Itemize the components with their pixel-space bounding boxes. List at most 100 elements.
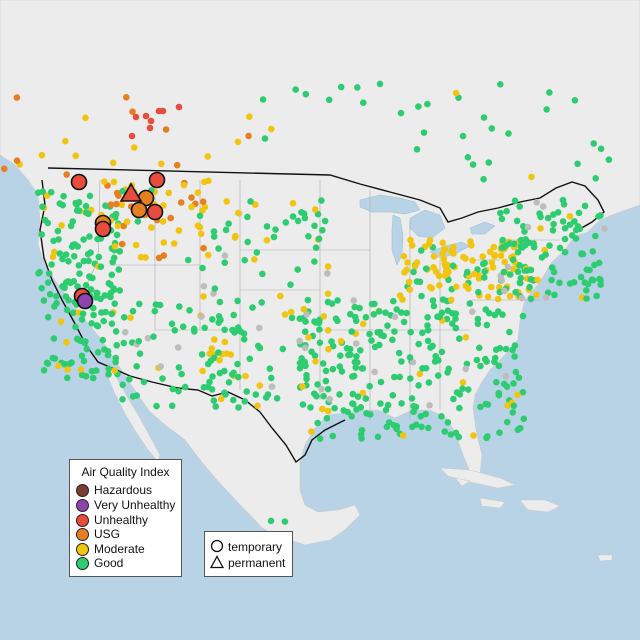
monitor-marker — [82, 114, 89, 122]
monitor-marker — [247, 198, 254, 205]
monitor-marker — [512, 288, 519, 296]
monitor-marker — [316, 435, 324, 443]
legend-label: temporary — [228, 540, 283, 554]
monitor-marker — [38, 151, 46, 159]
monitor-marker — [390, 297, 397, 305]
monitor-marker — [409, 358, 417, 366]
monitor-marker — [105, 371, 112, 378]
monitor-marker — [259, 96, 267, 103]
monitor-marker — [199, 207, 206, 214]
monitor-marker — [296, 364, 304, 372]
monitor-marker — [337, 337, 345, 345]
monitor-marker — [289, 200, 297, 207]
monitor-marker — [328, 338, 335, 345]
monitor-marker — [441, 272, 449, 279]
monitor-marker — [71, 241, 79, 248]
monitor-marker — [477, 403, 484, 411]
monitor-marker — [38, 284, 45, 292]
monitor-marker — [430, 252, 438, 260]
monitor-marker — [513, 217, 521, 225]
monitor-marker — [110, 254, 118, 262]
monitor-marker — [80, 236, 87, 243]
monitor-marker — [312, 358, 319, 365]
monitor-marker — [404, 259, 411, 266]
legend-item-moderate: Moderate — [76, 542, 145, 556]
monitor-marker — [13, 157, 21, 164]
monitor-marker — [452, 89, 460, 97]
monitor-marker — [419, 329, 426, 337]
monitor-marker — [132, 113, 140, 121]
monitor-marker — [93, 322, 101, 329]
monitor-marker — [201, 178, 208, 186]
monitor-marker — [113, 342, 120, 349]
monitor-marker — [55, 236, 62, 243]
monitor-marker — [324, 385, 332, 393]
monitor-marker — [211, 354, 218, 362]
monitor-marker — [391, 373, 398, 381]
monitor-marker — [334, 297, 341, 304]
monitor-marker — [391, 328, 398, 335]
monitor-marker — [243, 388, 250, 395]
monitor-marker — [129, 393, 137, 400]
monitor-marker — [398, 309, 405, 316]
caribbean-islands — [439, 467, 613, 562]
monitor-marker — [352, 364, 360, 371]
monitor-marker — [67, 222, 75, 230]
monitor-marker — [89, 374, 97, 382]
monitor-marker — [229, 371, 236, 378]
monitor-marker — [178, 370, 185, 378]
monitor-marker — [415, 340, 423, 348]
monitor-marker — [456, 391, 464, 398]
monitor-marker — [346, 351, 354, 358]
monitor-marker — [85, 257, 92, 265]
monitor-marker — [101, 346, 108, 353]
monitor-marker — [514, 391, 521, 399]
monitor-marker — [533, 199, 540, 206]
monitor-marker — [494, 295, 502, 303]
monitor-marker — [211, 285, 219, 292]
monitor-marker-large — [130, 201, 148, 219]
monitor-marker — [197, 230, 205, 238]
monitor-marker — [469, 308, 476, 316]
monitor-marker — [325, 96, 333, 104]
monitor-marker — [57, 318, 65, 325]
monitor-marker — [542, 251, 549, 258]
very-unhealthy-swatch — [76, 498, 89, 512]
monitor-marker — [336, 391, 343, 398]
monitor-marker — [412, 421, 420, 429]
monitor-marker — [303, 311, 310, 318]
monitor-marker — [371, 368, 378, 376]
monitor-marker-large — [94, 220, 112, 238]
monitor-marker — [83, 345, 91, 353]
monitor-marker — [63, 306, 71, 314]
monitor-marker — [320, 313, 328, 320]
legend-label: permanent — [228, 556, 286, 570]
monitor-marker — [75, 207, 83, 214]
monitor-marker — [504, 418, 511, 426]
monitor-marker — [484, 433, 491, 440]
great-lakes — [359, 194, 496, 266]
monitor-marker — [509, 346, 516, 354]
monitor-marker — [215, 245, 222, 252]
monitor-marker — [234, 209, 242, 217]
monitor-marker — [54, 227, 62, 235]
monitor-marker — [510, 402, 518, 410]
monitor-marker — [349, 390, 357, 398]
monitor-marker — [329, 432, 337, 440]
monitor-marker — [449, 262, 457, 270]
monitor-marker — [318, 385, 325, 393]
monitor-marker — [422, 265, 430, 273]
monitor-marker — [566, 213, 574, 220]
monitor-marker — [356, 304, 363, 312]
monitor-marker — [97, 263, 105, 271]
monitor-marker — [120, 314, 128, 321]
monitor-marker — [216, 369, 224, 377]
monitor-marker — [200, 293, 207, 300]
monitor-marker — [583, 287, 590, 294]
monitor-marker — [527, 295, 535, 303]
monitor-marker — [301, 344, 309, 352]
aqi-legend: Air Quality Index Hazardous Very Unhealt… — [69, 459, 182, 577]
monitor-marker — [206, 350, 213, 358]
monitor-marker — [488, 125, 496, 132]
monitor-marker — [479, 253, 487, 260]
